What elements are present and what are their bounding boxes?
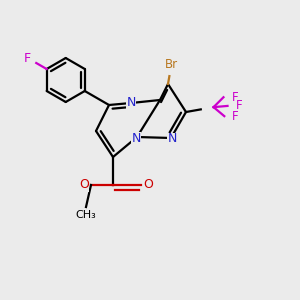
Text: N: N (126, 95, 136, 109)
Text: F: F (232, 91, 238, 104)
Text: O: O (79, 178, 89, 191)
Text: O: O (143, 178, 153, 191)
Text: N: N (167, 133, 177, 146)
Text: N: N (131, 131, 141, 145)
Text: CH₃: CH₃ (76, 210, 96, 220)
Text: F: F (24, 52, 31, 64)
Text: F: F (232, 110, 239, 123)
Text: F: F (236, 99, 242, 112)
Text: Br: Br (165, 58, 178, 71)
